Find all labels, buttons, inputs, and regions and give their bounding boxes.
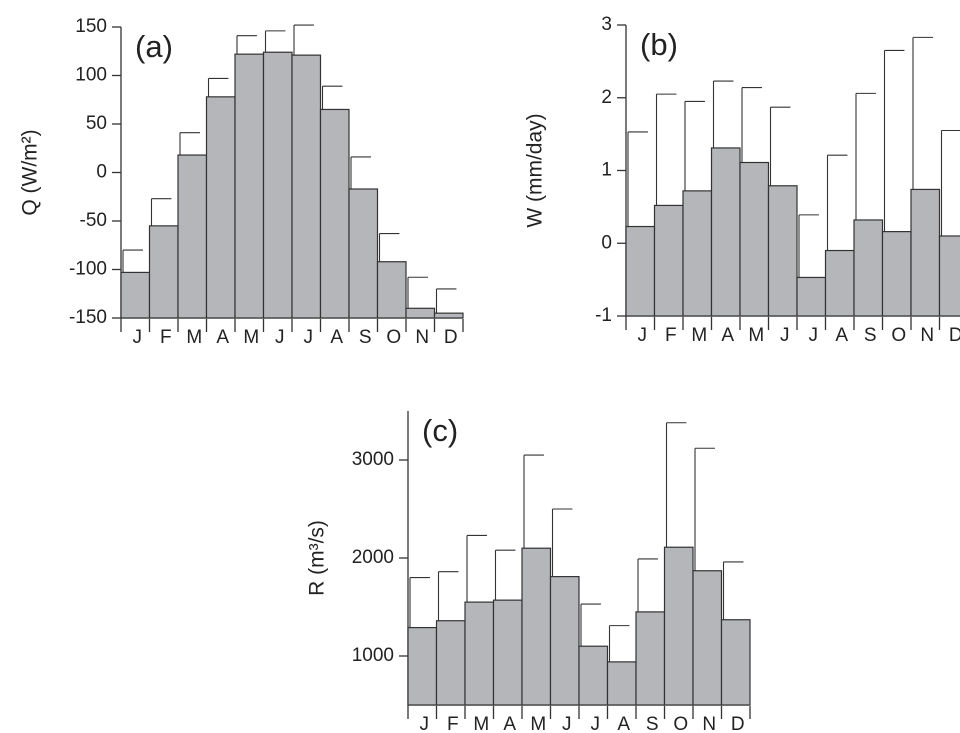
x-tick-label: J xyxy=(275,327,285,348)
bar xyxy=(853,219,884,317)
y-tick-label: 0 xyxy=(96,162,107,183)
bar xyxy=(234,53,265,319)
x-tick-label: A xyxy=(503,714,516,733)
x-tick-label: M xyxy=(530,714,546,733)
y-tick-label: 0 xyxy=(601,232,612,253)
y-tick-label: 3000 xyxy=(352,449,394,470)
x-tick-label: J xyxy=(562,714,572,733)
bar xyxy=(682,190,713,317)
y-tick-label: 100 xyxy=(75,65,107,86)
x-tick-label: A xyxy=(330,327,343,348)
bar xyxy=(348,188,379,319)
y-tick-label: 3 xyxy=(601,14,612,35)
x-tick-label: N xyxy=(702,714,716,733)
bar xyxy=(910,188,941,317)
x-tick-label: S xyxy=(359,327,372,348)
y-tick-label: 1 xyxy=(601,160,612,181)
x-tick-label: F xyxy=(447,714,459,733)
bar xyxy=(796,276,827,317)
x-tick-label: A xyxy=(721,325,734,346)
bar xyxy=(767,185,798,317)
x-tick-label: O xyxy=(673,714,688,733)
bar xyxy=(663,546,694,706)
y-tick-label: -150 xyxy=(69,307,107,328)
bar xyxy=(824,249,855,317)
x-tick-label: O xyxy=(891,325,906,346)
x-tick-label: D xyxy=(444,327,458,348)
bar xyxy=(205,96,236,319)
bar xyxy=(120,271,151,319)
bar xyxy=(938,235,960,317)
bar xyxy=(606,661,637,706)
bar xyxy=(405,307,436,319)
bar xyxy=(464,601,495,706)
x-tick-label: M xyxy=(243,327,259,348)
y-tick-label: -1 xyxy=(595,305,612,326)
bar xyxy=(720,619,751,706)
y-tick-label: 1000 xyxy=(352,645,394,666)
bar xyxy=(635,611,666,706)
y-axis-label: W (mm/day) xyxy=(524,113,547,227)
x-tick-label: N xyxy=(920,325,934,346)
x-tick-label: S xyxy=(646,714,659,733)
x-tick-label: A xyxy=(617,714,630,733)
x-tick-label: S xyxy=(864,325,877,346)
x-tick-label: M xyxy=(748,325,764,346)
bar xyxy=(521,547,552,706)
x-tick-label: M xyxy=(473,714,489,733)
x-tick-label: J xyxy=(638,325,648,346)
bar xyxy=(710,147,741,317)
bar xyxy=(653,204,684,317)
y-tick-label: -50 xyxy=(80,210,107,231)
x-tick-label: J xyxy=(591,714,601,733)
bar xyxy=(549,576,580,706)
bar xyxy=(262,51,293,319)
y-tick-label: 50 xyxy=(86,113,107,134)
bar xyxy=(291,54,322,319)
bar xyxy=(492,599,523,706)
bar xyxy=(739,161,770,317)
x-tick-label: M xyxy=(691,325,707,346)
x-tick-label: J xyxy=(133,327,143,348)
y-tick-label: 150 xyxy=(75,16,107,37)
x-tick-label: A xyxy=(835,325,848,346)
y-axis-label: Q (W/m²) xyxy=(19,129,42,215)
x-tick-label: D xyxy=(731,714,745,733)
y-axis-label: R (m³/s) xyxy=(306,520,329,596)
panel-label: (b) xyxy=(640,27,678,62)
bar xyxy=(625,225,656,317)
panel-label: (a) xyxy=(135,29,173,64)
x-tick-label: J xyxy=(809,325,819,346)
x-tick-label: J xyxy=(304,327,314,348)
x-tick-label: O xyxy=(386,327,401,348)
x-tick-label: A xyxy=(216,327,229,348)
y-tick-label: 2 xyxy=(601,87,612,108)
y-tick-label: 2000 xyxy=(352,547,394,568)
y-tick-label: -100 xyxy=(69,259,107,280)
panel-label: (c) xyxy=(422,413,458,448)
x-tick-label: J xyxy=(420,714,430,733)
bar xyxy=(319,108,350,319)
x-tick-label: J xyxy=(780,325,790,346)
x-tick-label: D xyxy=(949,325,960,346)
x-tick-label: N xyxy=(415,327,429,348)
bar xyxy=(407,626,438,706)
bar xyxy=(435,620,466,706)
x-tick-label: F xyxy=(665,325,677,346)
x-tick-label: F xyxy=(160,327,172,348)
bar xyxy=(433,312,464,319)
bar xyxy=(148,225,179,319)
bar xyxy=(177,154,208,319)
x-tick-label: M xyxy=(186,327,202,348)
bar xyxy=(692,570,723,706)
bar xyxy=(881,231,912,317)
bar xyxy=(578,645,609,706)
bar xyxy=(376,261,407,319)
